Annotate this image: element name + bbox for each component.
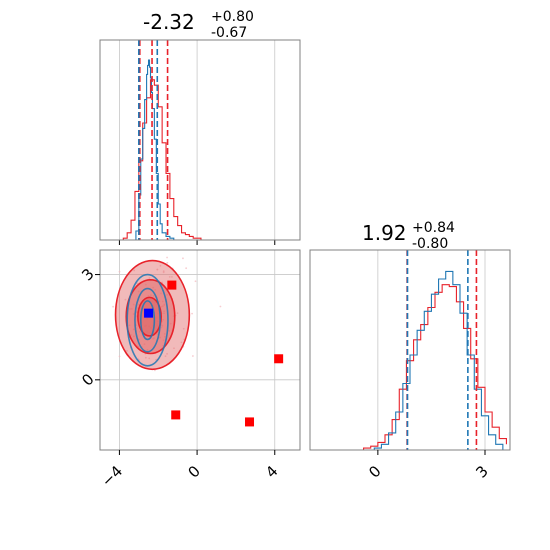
scatter-x-tick-label: 0 (184, 462, 203, 481)
scatter-sample-point (148, 357, 151, 360)
red-square-marker (171, 410, 181, 420)
scatter-sample-point (185, 267, 188, 270)
red-square-marker (274, 354, 284, 364)
scatter-sample-point (161, 281, 164, 284)
scatter-sample-point (118, 270, 121, 273)
scatter-sample-point (162, 270, 165, 273)
scatter-sample-point (191, 355, 194, 357)
scatter-sample-point (164, 355, 167, 358)
title-param-1: -2.32 +0.80 -0.67 (143, 9, 254, 41)
title-1-median: -2.32 (143, 10, 195, 34)
scatter-sample-point (159, 264, 162, 267)
scatter-sample-point (182, 257, 184, 260)
blue-square-marker (144, 308, 154, 318)
scatter-sample-point (191, 312, 193, 315)
scatter-sample-point (173, 347, 175, 350)
title-1-plus: +0.80 (211, 9, 254, 25)
scatter-sample-point (180, 341, 183, 344)
title-1-minus: -0.67 (211, 25, 247, 41)
scatter-sample-point (166, 261, 169, 264)
scatter-x-tick-label: −4 (98, 462, 126, 490)
scatter-sample-point (144, 356, 147, 359)
scatter-frame (99, 249, 301, 451)
histogram-2-x-tick-label: 3 (472, 462, 491, 481)
scatter-sample-point (219, 305, 222, 308)
scatter-sample-point (166, 256, 168, 259)
title-param-2: 1.92 +0.84 -0.80 (362, 220, 455, 252)
scatter-sample-point (118, 355, 121, 358)
scatter-sample-point (156, 268, 159, 271)
histogram-2-frame (309, 249, 511, 451)
scatter-panel: −4 0 4 0 3 (78, 229, 301, 490)
blue-contour-level (139, 300, 156, 341)
scatter-sample-point (126, 349, 128, 352)
red-square-marker (245, 417, 255, 427)
histogram-panel-param-1 (99, 39, 301, 245)
scatter-sample-point (194, 280, 197, 283)
histogram-1-blue-series (133, 59, 175, 241)
scatter-x-tick-label: 4 (262, 462, 281, 481)
histogram-1-frame (99, 39, 301, 241)
title-2-plus: +0.84 (412, 220, 455, 236)
scatter-y-tick-label: 0 (78, 370, 97, 389)
histogram-1-red-series (119, 79, 295, 241)
title-2-median: 1.92 (362, 221, 407, 245)
blue-contour-level (134, 287, 161, 353)
scatter-sample-point (133, 269, 136, 272)
scatter-sample-point (142, 229, 144, 231)
scatter-y-tick-label: 3 (78, 265, 97, 284)
histogram-2-x-tick-label: 0 (365, 462, 384, 481)
scatter-sample-point (176, 312, 179, 315)
scatter-sample-point (182, 327, 185, 330)
scatter-sample-point (112, 305, 114, 308)
title-2-minus: -0.80 (412, 236, 448, 252)
blue-contour-level (126, 273, 169, 367)
scatter-sample-point (166, 352, 168, 355)
histogram-2-blue-series (367, 270, 504, 451)
scatter-plot-area (112, 229, 284, 427)
scatter-sample-point (171, 275, 173, 278)
scatter-sample-point (124, 298, 127, 301)
histogram-2-red-series (356, 284, 507, 451)
scatter-sample-point (148, 277, 151, 279)
scatter-sample-point (168, 275, 171, 278)
red-square-marker (167, 280, 177, 290)
